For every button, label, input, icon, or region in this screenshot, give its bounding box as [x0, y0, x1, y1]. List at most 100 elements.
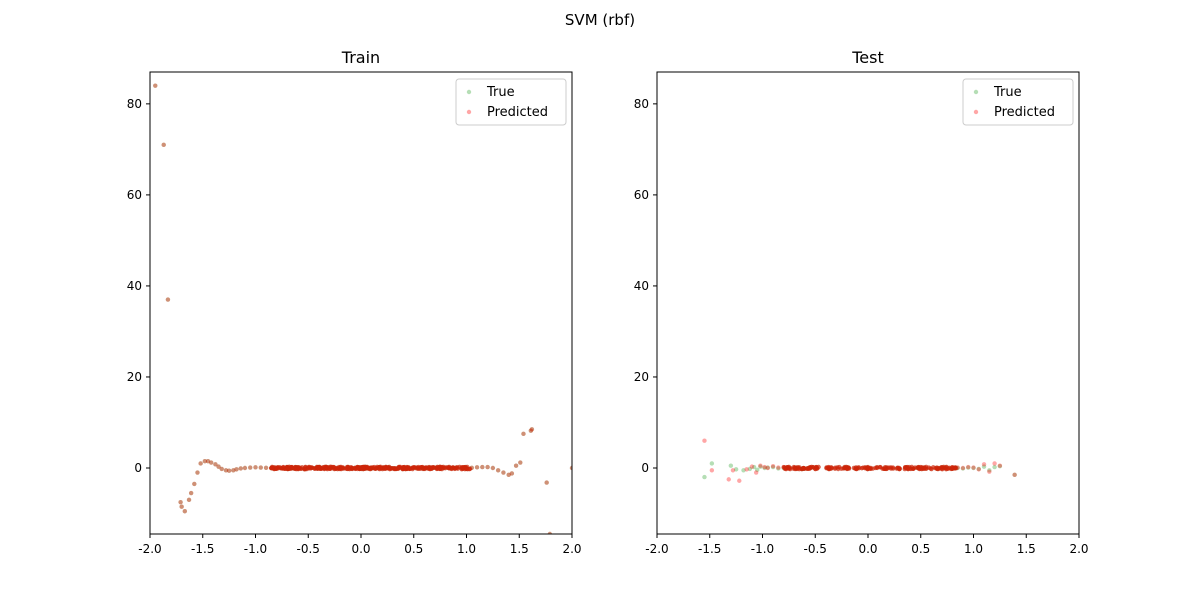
train-predicted-point — [274, 465, 280, 470]
train-predicted-point — [430, 465, 436, 470]
train-predicted-point — [501, 470, 506, 475]
train-points — [153, 83, 572, 534]
train-y-tick-label: 20 — [127, 370, 142, 384]
test-predicted-point — [917, 466, 923, 471]
train-predicted-point — [219, 466, 224, 472]
train-true-point — [182, 509, 188, 514]
test-true-point — [765, 465, 770, 470]
test-predicted-point — [981, 462, 987, 467]
train-predicted-point — [467, 466, 472, 472]
train-predicted-point — [302, 466, 308, 471]
test-true-point — [728, 463, 734, 468]
train-predicted-point — [178, 499, 183, 505]
train-x-tick-label: 1.5 — [510, 542, 529, 556]
train-predicted-point — [234, 467, 239, 472]
train-true-point — [202, 458, 208, 464]
test-true-point — [762, 465, 767, 471]
train-true-point — [263, 465, 269, 470]
test-y-tick-label: 40 — [634, 279, 649, 293]
test-predicted-point — [921, 466, 927, 471]
train-true-point — [238, 466, 243, 471]
test-true-point — [733, 467, 739, 472]
train-x-tick-label: 1.0 — [457, 542, 476, 556]
train-true-point — [513, 463, 519, 468]
train-predicted-point — [416, 465, 422, 471]
train-predicted-point — [378, 465, 383, 471]
train-legend-label: True — [486, 85, 515, 100]
train-true-point — [219, 466, 224, 472]
train-predicted-point — [338, 466, 344, 472]
figure-title: SVM (rbf) — [565, 11, 635, 29]
test-true-point — [758, 464, 763, 469]
train-predicted-point — [334, 465, 340, 471]
test-predicted-point — [1012, 472, 1017, 478]
test-predicted-point — [976, 467, 981, 472]
test-true-point — [776, 466, 781, 471]
test-true-point — [747, 466, 753, 472]
test-predicted-point — [709, 468, 715, 473]
train-x-tick-label: -2.0 — [138, 542, 161, 556]
test-x-tick-label: 2.0 — [1069, 542, 1088, 556]
test-x-tick-label: -0.5 — [804, 542, 827, 556]
train-predicted-point — [435, 465, 441, 470]
test-x-tick-label: -2.0 — [645, 542, 668, 556]
test-x-tick-label: 1.0 — [964, 542, 983, 556]
test-true-point — [997, 463, 1003, 469]
test-true-point — [981, 464, 987, 469]
test-title: Test — [851, 48, 884, 67]
test-true-point — [992, 464, 997, 470]
train-legend-box — [455, 78, 567, 126]
test-x-tick-label: 0.0 — [858, 542, 877, 556]
test-predicted-point — [960, 465, 966, 471]
test-true-point — [751, 464, 757, 470]
test-predicted-point — [801, 465, 807, 471]
train-true-point — [205, 458, 211, 464]
test-predicted-point — [866, 466, 872, 471]
train-predicted-point — [445, 465, 451, 470]
train-true-point — [223, 468, 229, 473]
train-predicted-point — [188, 490, 194, 496]
train-predicted-point — [205, 458, 211, 464]
train-predicted-point — [411, 465, 416, 470]
test-predicted-point — [814, 464, 819, 470]
test-legend-marker — [973, 89, 979, 95]
test-predicted-point — [770, 463, 776, 469]
test-predicted-point — [951, 465, 957, 470]
train-predicted-point — [544, 480, 549, 485]
train-predicted-point — [321, 464, 326, 470]
test-predicted-point — [931, 465, 936, 470]
train-predicted-point — [423, 465, 428, 470]
train-y-tick-label: 0 — [134, 461, 142, 475]
train-true-point — [506, 472, 511, 478]
test-true-point — [1012, 472, 1017, 478]
train-predicted-point — [263, 465, 269, 470]
train-predicted-point — [345, 465, 351, 470]
train-true-point — [544, 480, 549, 485]
test-predicted-point — [997, 463, 1003, 468]
train-x-tick-label: 2.0 — [562, 542, 581, 556]
test-predicted-point — [796, 466, 801, 471]
train-true-point — [485, 464, 490, 470]
train-legend: True Predicted — [455, 78, 567, 126]
train-predicted-point — [393, 466, 398, 472]
train-true-point — [208, 460, 214, 465]
train-true-point — [216, 464, 221, 469]
train-true-point — [480, 464, 485, 470]
train-predicted-point — [231, 468, 236, 473]
train-predicted-point — [518, 460, 523, 465]
test-legend-box — [962, 78, 1074, 126]
train-title: Train — [341, 48, 380, 67]
train-y-tick-label: 40 — [127, 279, 142, 293]
test-predicted-point — [833, 465, 838, 470]
test-predicted-point — [943, 466, 949, 472]
train-panel: Train -2.0 -1.5 -1.0 -0.5 0.0 0.5 1.0 1.5 2.0 0 2… — [127, 48, 582, 556]
train-predicted-point — [226, 468, 232, 473]
test-predicted-point — [843, 465, 848, 471]
train-predicted-point — [182, 509, 188, 514]
test-predicted-point — [966, 464, 971, 470]
test-predicted-point — [873, 465, 878, 471]
train-true-point — [161, 142, 166, 148]
train-x-tick-label: -1.5 — [191, 542, 214, 556]
train-true-point — [186, 497, 192, 503]
train-predicted-point — [506, 472, 511, 478]
